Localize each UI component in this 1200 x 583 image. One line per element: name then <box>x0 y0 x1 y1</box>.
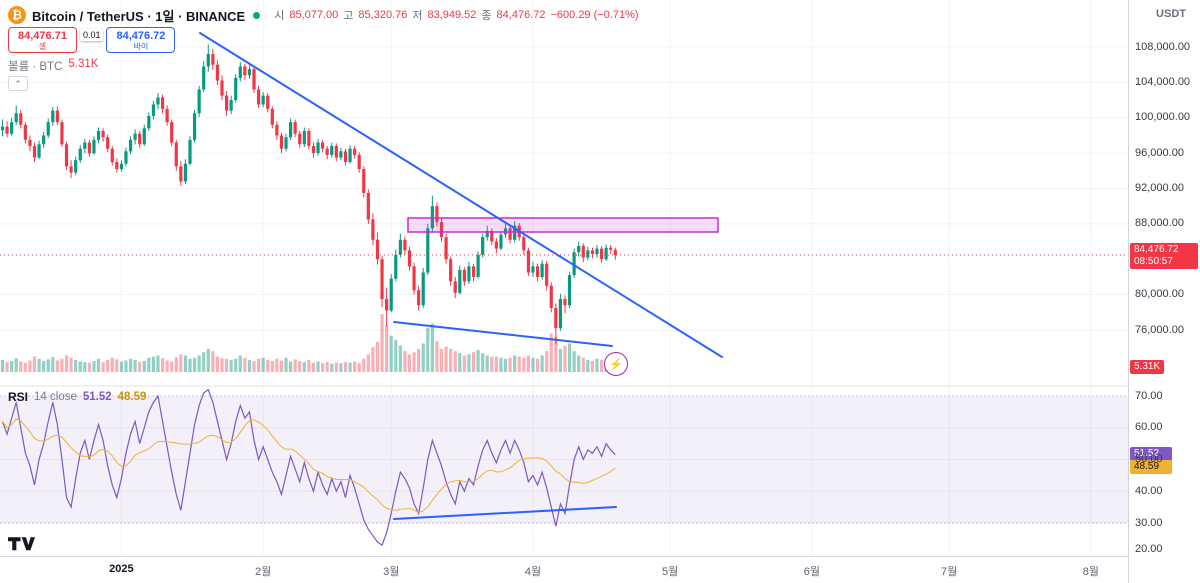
symbol-legend: ₿ Bitcoin / TetherUS · 1일 · BINANCE 시 85… <box>8 5 639 25</box>
price-tick: 20.00 <box>1135 542 1163 555</box>
sell-price: 84,476.71 <box>18 30 67 42</box>
ohlc-readout: 시 85,077.00 고 85,320.76 저 83,949.52 종 84… <box>274 7 638 23</box>
trendline-main[interactable] <box>199 32 723 358</box>
buy-label: 바이 <box>133 42 149 51</box>
time-tick: 2월 <box>255 566 272 578</box>
current-price-tag: 84,476.72 08:50:57 <box>1130 243 1198 269</box>
rsi-name[interactable]: RSI <box>8 390 29 404</box>
price-tick: 96,000.00 <box>1135 146 1184 159</box>
collapse-panel-button[interactable]: ⌃ <box>8 76 28 91</box>
rsi-band <box>0 396 1128 523</box>
grid <box>0 0 1128 555</box>
time-axis[interactable]: 2025 2월 3월 4월 5월 6월 7월 8월 <box>0 556 1200 583</box>
price-tick: 60.00 <box>1135 421 1163 434</box>
currency-label[interactable]: USDT <box>1156 8 1186 20</box>
price-tick: 50.00 <box>1135 453 1163 465</box>
time-tick: 3월 <box>383 566 400 578</box>
volume-trendline[interactable] <box>393 321 613 347</box>
price-tick: 108,000.00 <box>1135 40 1191 53</box>
rsi-legend: RSI 14 close 51.52 48.59 <box>8 390 146 404</box>
time-tick: 2025 <box>109 563 134 575</box>
rsi-line <box>1 388 616 547</box>
spread-value: 0.01 <box>79 29 104 41</box>
current-price-value: 84,476.72 <box>1134 244 1179 255</box>
rsi-trendline[interactable] <box>393 506 617 520</box>
price-tick: 40.00 <box>1135 484 1163 497</box>
symbol-title[interactable]: Bitcoin / TetherUS · 1일 · BINANCE <box>32 8 246 24</box>
low-value: 83,949.52 <box>427 9 477 21</box>
volume-value: 5.31K <box>68 58 99 70</box>
open-value: 85,077.00 <box>289 9 339 21</box>
price-tick: 80,000.00 <box>1135 288 1184 301</box>
buy-sell-widget: 84,476.71 셀 0.01 84,476.72 바이 <box>8 27 176 53</box>
time-tick: 4월 <box>524 566 542 578</box>
price-tick: 104,000.00 <box>1135 75 1191 88</box>
price-axis[interactable]: 84,476.72 08:50:57 5.31K 51.52 48.59 108… <box>1128 0 1200 583</box>
time-tick: 6월 <box>803 566 821 578</box>
high-value: 85,320.76 <box>358 9 408 21</box>
rsi-value: 51.52 <box>82 391 112 403</box>
price-tick: 88,000.00 <box>1135 217 1184 230</box>
volume-axis-tag: 5.31K <box>1130 360 1165 374</box>
rsi-ma-tag: 48.59 <box>1130 460 1172 474</box>
low-label: 저 <box>412 10 423 22</box>
bar-countdown: 08:50:57 <box>1134 256 1173 267</box>
change-value: −600.29 (−0.71%) <box>550 9 639 21</box>
price-tick: 70.00 <box>1135 389 1163 402</box>
volume-label: 볼륨 · BTC <box>8 61 63 73</box>
high-label: 고 <box>343 10 354 22</box>
close-value: 84,476.72 <box>496 9 546 21</box>
candlestick-series <box>0 44 617 345</box>
close-label: 종 <box>481 10 492 22</box>
volume-legend: 볼륨 · BTC 5.31K <box>8 58 98 74</box>
bitcoin-icon: ₿ <box>8 6 26 24</box>
price-tick: 30.00 <box>1135 516 1163 529</box>
volume-series <box>0 314 617 372</box>
lightning-drawing-icon[interactable]: ⚡ <box>604 352 628 376</box>
time-tick: 7월 <box>940 566 958 578</box>
rsi-ma-value: 48.59 <box>117 391 147 403</box>
price-tick: 76,000.00 <box>1135 323 1184 336</box>
buy-button[interactable]: 84,476.72 바이 <box>106 27 176 53</box>
sell-label: 셀 <box>38 42 47 51</box>
buy-price: 84,476.72 <box>116 30 166 42</box>
time-tick: 5월 <box>662 566 679 578</box>
rsi-params: 14 close <box>34 391 77 403</box>
rsi-ma-line <box>2 418 616 513</box>
tradingview-logo[interactable] <box>8 537 35 556</box>
open-label: 시 <box>274 10 285 22</box>
market-status-dot <box>253 11 261 19</box>
resistance-box[interactable] <box>407 217 719 233</box>
price-tick: 92,000.00 <box>1135 182 1184 194</box>
price-tick: 100,000.00 <box>1135 111 1191 124</box>
rsi-value-tag: 51.52 <box>1130 447 1172 461</box>
sell-button[interactable]: 84,476.71 셀 <box>8 27 77 53</box>
time-tick: 8월 <box>1082 566 1099 578</box>
